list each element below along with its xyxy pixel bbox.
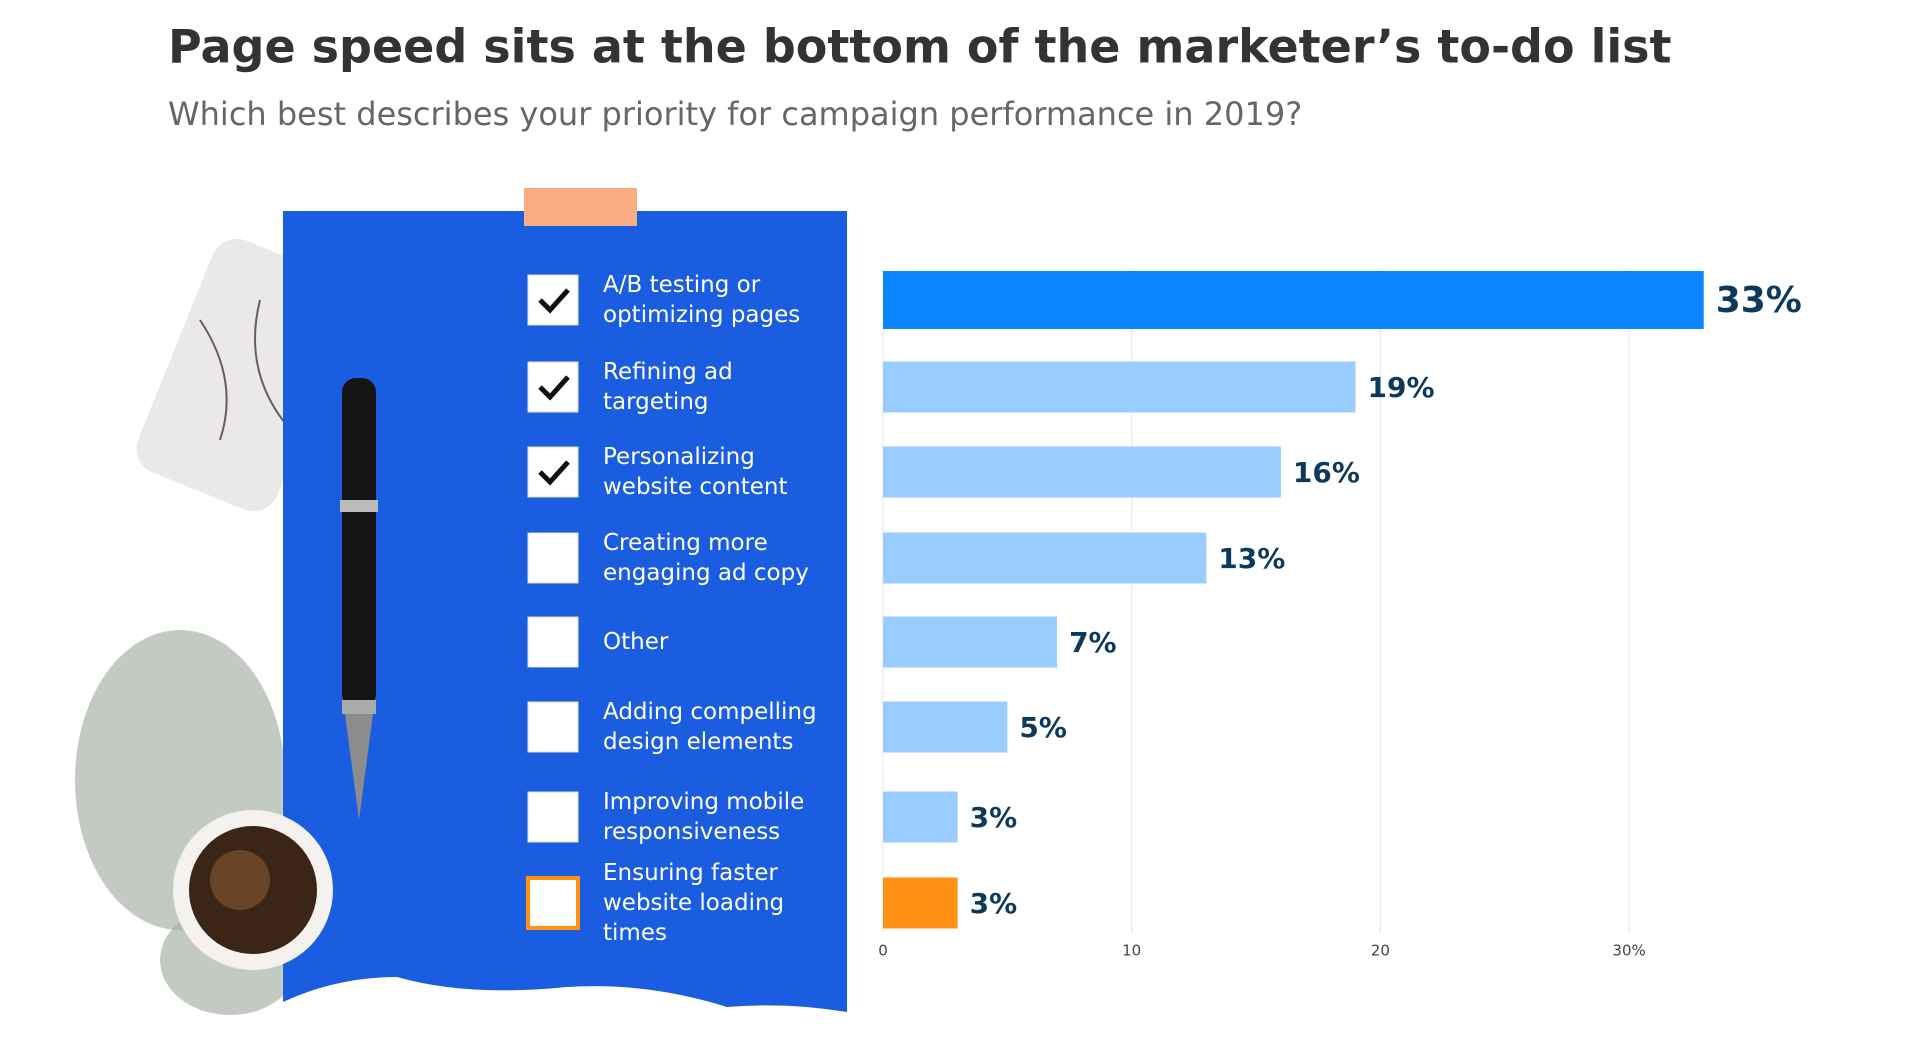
- bar: [883, 616, 1058, 668]
- checkbox: [527, 274, 579, 326]
- category-label: Creating more engaging ad copy: [603, 530, 809, 586]
- bar: [883, 877, 958, 929]
- category-label: Adding compelling design elements: [603, 699, 817, 755]
- checkbox: [527, 446, 579, 498]
- category-label: Other: [603, 629, 669, 655]
- value-label: 7%: [1069, 626, 1117, 659]
- checkbox: [527, 701, 579, 753]
- checkmark: [538, 460, 570, 486]
- checkbox: [527, 361, 579, 413]
- bar: [883, 532, 1207, 584]
- value-label: 19%: [1368, 371, 1435, 404]
- checkbox: [526, 876, 580, 930]
- category-label: Refining ad targeting: [603, 359, 733, 415]
- bar: [883, 701, 1008, 753]
- value-label: 13%: [1218, 542, 1285, 575]
- decoration: [75, 188, 847, 1015]
- bar: [883, 271, 1704, 329]
- checkbox: [527, 791, 579, 843]
- bar: [883, 361, 1356, 413]
- x-tick-label: 10: [1122, 942, 1141, 960]
- bar: [883, 446, 1281, 498]
- checkbox: [527, 532, 579, 584]
- value-label: 5%: [1019, 711, 1067, 744]
- x-tick-label: 0: [878, 942, 888, 960]
- value-label: 3%: [970, 887, 1018, 920]
- value-label: 16%: [1293, 456, 1360, 489]
- bar: [883, 791, 958, 843]
- checkmark: [538, 288, 570, 314]
- category-label: A/B testing or optimizing pages: [603, 272, 801, 328]
- checkmark: [538, 375, 570, 401]
- category-label: Personalizing website content: [603, 444, 788, 500]
- value-label: 33%: [1716, 280, 1802, 321]
- chart-title: Page speed sits at the bottom of the mar…: [168, 20, 1672, 74]
- checkbox: [527, 616, 579, 668]
- value-label: 3%: [970, 801, 1018, 834]
- x-tick-label: 20: [1371, 942, 1390, 960]
- category-label: Improving mobile responsiveness: [603, 789, 805, 845]
- x-tick-label: 30%: [1612, 942, 1645, 960]
- category-label: Ensuring faster website loading times: [603, 860, 785, 946]
- chart-subtitle: Which best describes your priority for c…: [168, 95, 1302, 133]
